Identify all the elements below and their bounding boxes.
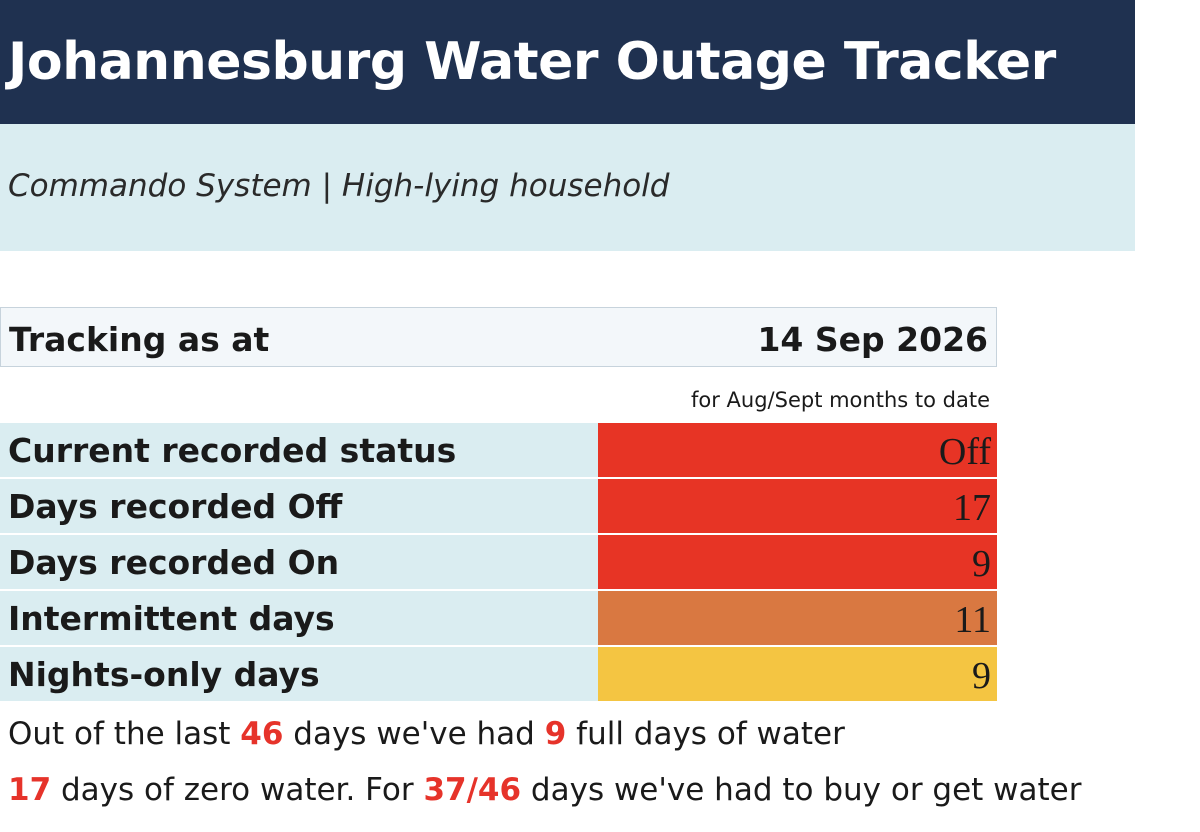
stat-value: 17 [953, 487, 991, 529]
summary-line-2: 17 days of zero water. For 37/46 days we… [8, 770, 1082, 810]
stat-value: Off [938, 431, 991, 473]
stat-row-current-status: Current recorded status Off [0, 423, 997, 479]
summary-highlight: 37/46 [423, 772, 522, 808]
stat-value-cell: 11 [598, 591, 997, 645]
tracking-date-value: 14 Sep 2026 [757, 320, 988, 359]
stat-label: Nights-only days [8, 655, 320, 694]
stat-value: 9 [972, 655, 991, 697]
summary-text: days we've had [283, 716, 545, 752]
tracking-date-label: Tracking as at [9, 320, 270, 359]
page-subtitle: Commando System | High-lying household [8, 168, 670, 204]
stat-label: Intermittent days [8, 599, 335, 638]
stat-label-cell: Days recorded Off [0, 479, 598, 533]
stat-row-days-off: Days recorded Off 17 [0, 479, 997, 535]
stat-row-intermittent: Intermittent days 11 [0, 591, 997, 647]
title-banner: Johannesburg Water Outage Tracker [0, 0, 1135, 124]
summary-line-1: Out of the last 46 days we've had 9 full… [8, 714, 845, 754]
tracking-date-row: Tracking as at 14 Sep 2026 [0, 307, 997, 367]
stat-label: Days recorded Off [8, 487, 343, 526]
stat-value-cell: 9 [598, 647, 997, 701]
stat-row-days-on: Days recorded On 9 [0, 535, 997, 591]
period-note: for Aug/Sept months to date [690, 388, 990, 412]
summary-text: Out of the last [8, 716, 241, 752]
stat-value-cell: 17 [598, 479, 997, 533]
stat-label: Current recorded status [8, 431, 457, 470]
subtitle-banner: Commando System | High-lying household [0, 124, 1135, 251]
stat-label-cell: Intermittent days [0, 591, 598, 645]
stat-label-cell: Days recorded On [0, 535, 598, 589]
stat-value-cell: Off [598, 423, 997, 477]
page-title: Johannesburg Water Outage Tracker [8, 32, 1056, 92]
stat-value-cell: 9 [598, 535, 997, 589]
stat-label-cell: Current recorded status [0, 423, 598, 477]
stat-value: 11 [954, 599, 991, 641]
summary-highlight: 17 [8, 772, 52, 808]
summary-highlight: 46 [240, 716, 284, 752]
stat-label-cell: Nights-only days [0, 647, 598, 701]
summary-highlight: 9 [544, 716, 567, 752]
summary-text: days we've had to buy or get water [521, 772, 1082, 808]
stats-table: Current recorded status Off Days recorde… [0, 423, 997, 703]
stat-label: Days recorded On [8, 543, 340, 582]
summary-text: full days of water [566, 716, 845, 752]
summary-text: days of zero water. For [51, 772, 424, 808]
stat-value: 9 [972, 543, 991, 585]
stat-row-nights-only: Nights-only days 9 [0, 647, 997, 703]
